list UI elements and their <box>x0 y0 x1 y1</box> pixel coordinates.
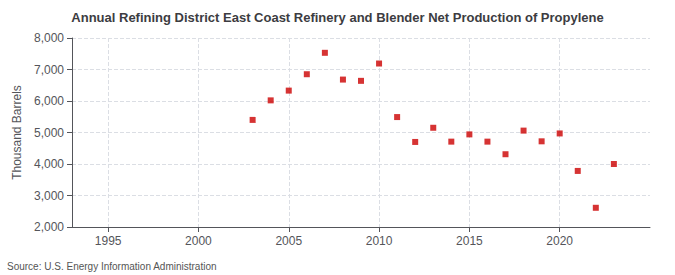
svg-text:2000: 2000 <box>185 234 212 248</box>
svg-text:2010: 2010 <box>366 234 393 248</box>
svg-text:1995: 1995 <box>95 234 122 248</box>
svg-text:7,000: 7,000 <box>34 63 64 77</box>
svg-text:8,000: 8,000 <box>34 31 64 45</box>
svg-text:2005: 2005 <box>275 234 302 248</box>
svg-text:2015: 2015 <box>456 234 483 248</box>
svg-text:6,000: 6,000 <box>34 94 64 108</box>
svg-text:Thousand Barrels: Thousand Barrels <box>10 85 24 180</box>
svg-text:3,000: 3,000 <box>34 189 64 203</box>
svg-text:5,000: 5,000 <box>34 126 64 140</box>
svg-text:4,000: 4,000 <box>34 157 64 171</box>
svg-text:2020: 2020 <box>546 234 573 248</box>
svg-text:2,000: 2,000 <box>34 220 64 234</box>
svg-text:Annual Refining District East: Annual Refining District East Coast Refi… <box>71 10 603 25</box>
svg-text:Source: U.S. Energy Informatio: Source: U.S. Energy Information Administ… <box>7 261 217 272</box>
